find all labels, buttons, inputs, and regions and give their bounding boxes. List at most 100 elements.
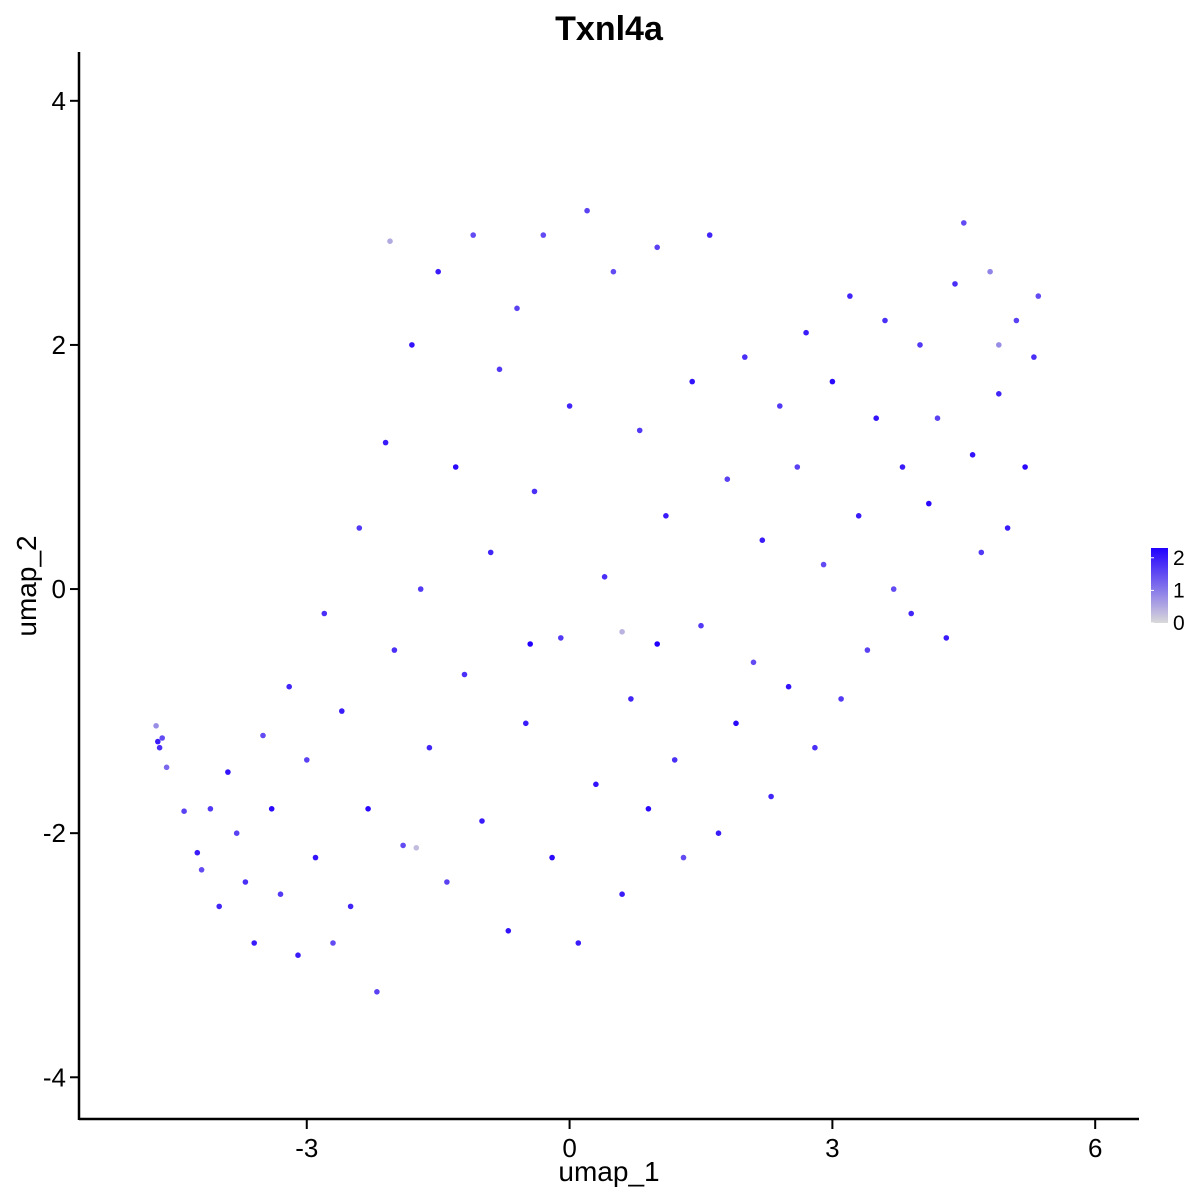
x-tick-label: 6 — [1088, 1133, 1102, 1163]
cell-point — [566, 403, 573, 409]
cell-point — [890, 586, 897, 592]
cell-point — [785, 683, 792, 690]
cell-point — [864, 647, 871, 653]
cell-point — [260, 732, 266, 739]
cell-point — [996, 342, 1002, 348]
x-tick-label: 0 — [562, 1133, 576, 1163]
cell-point — [251, 940, 257, 946]
cell-point — [908, 610, 914, 617]
cell-point — [987, 268, 993, 275]
cell-point — [523, 720, 529, 727]
cell-point — [838, 696, 844, 702]
cell-point — [750, 659, 757, 666]
cell-point — [444, 879, 450, 885]
cell-point — [413, 845, 420, 851]
cell-point — [934, 415, 941, 422]
axes — [77, 52, 1139, 1121]
cell-point — [159, 735, 165, 741]
cell-point — [295, 952, 301, 958]
cell-point — [330, 940, 336, 946]
cell-point — [216, 903, 222, 910]
cell-point — [742, 354, 748, 360]
cell-point — [365, 806, 371, 812]
cell-point — [1035, 293, 1042, 299]
cell-point — [654, 641, 660, 647]
cell-point — [156, 744, 163, 751]
cell-point — [417, 586, 424, 592]
cell-point — [777, 403, 783, 409]
cell-point — [339, 708, 345, 714]
cell-point — [531, 488, 538, 495]
y-tick-label: 0 — [52, 574, 66, 604]
cell-point — [715, 830, 722, 836]
cell-point — [882, 317, 888, 324]
cell-point — [996, 391, 1002, 397]
cell-point — [584, 207, 590, 214]
cell-point — [487, 549, 494, 556]
cell-point — [820, 561, 827, 568]
cell-point — [479, 818, 485, 824]
cell-point — [540, 232, 547, 238]
cell-point — [698, 622, 704, 629]
cell-point — [759, 537, 766, 543]
cell-point — [619, 891, 625, 897]
cell-point — [645, 806, 652, 812]
cell-point — [321, 610, 328, 617]
cell-point — [803, 329, 809, 336]
cell-point — [207, 806, 214, 812]
x-tick-label: 3 — [825, 1133, 839, 1163]
cell-point — [601, 574, 608, 580]
cell-point — [461, 671, 468, 678]
cell-point — [733, 720, 739, 727]
cell-point — [829, 378, 836, 385]
cell-point — [680, 854, 687, 861]
cell-point — [514, 305, 520, 312]
cell-point — [382, 439, 389, 446]
cell-point — [1013, 317, 1020, 324]
legend-ticks: 2 1 0 — [1151, 547, 1185, 635]
cell-point — [978, 549, 985, 556]
cell-point — [391, 647, 398, 653]
cell-point — [452, 464, 459, 470]
cell-point — [181, 808, 187, 814]
y-tick-label: -4 — [43, 1062, 66, 1092]
cell-point — [163, 764, 170, 771]
cell-point — [952, 281, 958, 287]
cell-point — [426, 744, 433, 751]
cell-point — [194, 849, 201, 856]
cell-point — [347, 903, 354, 910]
legend-tick-label: 0 — [1173, 612, 1185, 635]
ticks: -3 0 3 6 4 2 0 -2 -4 — [43, 86, 1103, 1163]
cell-point — [233, 830, 240, 836]
cell-point — [575, 940, 582, 946]
cell-point — [654, 244, 660, 251]
cell-point — [812, 744, 818, 751]
x-axis-title: umap_1 — [558, 1156, 659, 1187]
cell-point — [663, 513, 669, 519]
cell-point — [636, 427, 643, 434]
cell-point — [899, 464, 906, 470]
cell-point — [724, 476, 731, 483]
cell-point — [593, 781, 599, 788]
cell-point — [558, 635, 564, 641]
chart-title: Txnl4a — [555, 10, 664, 48]
cell-point — [943, 635, 950, 641]
cell-point — [855, 513, 862, 519]
cell-point — [242, 879, 249, 885]
cell-point — [435, 268, 442, 275]
cell-point — [926, 500, 932, 507]
cell-point — [969, 452, 976, 458]
cell-point — [409, 342, 415, 348]
cell-point — [496, 366, 503, 373]
cell-point — [619, 629, 625, 635]
color-legend: 2 1 0 — [1151, 547, 1185, 635]
cell-point — [794, 464, 801, 470]
legend-tick-label: 2 — [1173, 547, 1185, 570]
cell-point — [917, 342, 923, 348]
cell-point — [374, 989, 380, 995]
cell-point — [400, 842, 406, 849]
cell-point — [847, 293, 853, 299]
cell-point — [505, 928, 512, 934]
cell-point — [671, 757, 678, 763]
